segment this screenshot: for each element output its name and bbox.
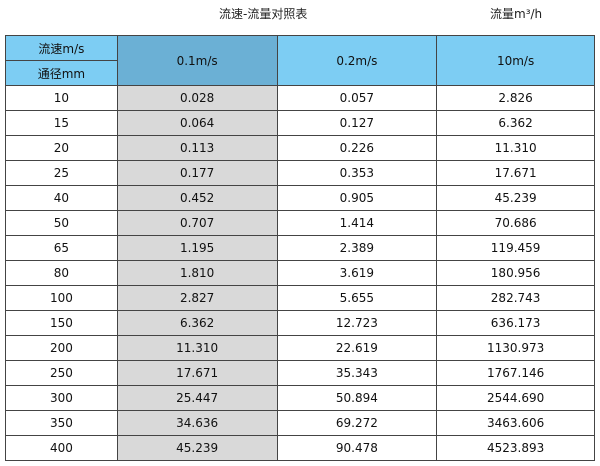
- flow-cell: 0.064: [116, 110, 278, 136]
- flow-cell: 12.723: [276, 310, 438, 336]
- flow-cell: 1.810: [116, 260, 278, 286]
- flow-cell: 119.459: [436, 235, 595, 261]
- diameter-cell: 200: [5, 335, 118, 361]
- flow-cell: 2544.690: [436, 385, 595, 411]
- flow-cell: 6.362: [116, 310, 278, 336]
- flow-cell: 0.905: [276, 185, 438, 211]
- table-row: 40 0.452 0.905 45.239: [5, 185, 595, 211]
- table-row: 350 34.636 69.272 3463.606: [5, 410, 595, 436]
- flow-cell: 3463.606: [436, 410, 595, 436]
- flow-cell: 6.362: [436, 110, 595, 136]
- velocity-header: 流速m/s: [5, 35, 118, 61]
- flow-cell: 17.671: [436, 160, 595, 186]
- flow-cell: 2.827: [116, 285, 278, 311]
- flow-cell: 180.956: [436, 260, 595, 286]
- diameter-cell: 400: [5, 435, 118, 461]
- flow-table: 流速m/s 0.1m/s 0.2m/s 10m/s 通径mm 10 0.028 0.…: [5, 35, 595, 461]
- diameter-cell: 150: [5, 310, 118, 336]
- flow-cell: 1767.146: [436, 360, 595, 386]
- table-row: 400 45.239 90.478 4523.893: [5, 435, 595, 461]
- diameter-cell: 65: [5, 235, 118, 261]
- diameter-cell: 100: [5, 285, 118, 311]
- flow-cell: 0.177: [116, 160, 278, 186]
- diameter-cell: 300: [5, 385, 118, 411]
- flow-cell: 90.478: [276, 435, 438, 461]
- table-body: 10 0.028 0.057 2.826 15 0.064 0.127 6.362 20 0.11…: [5, 85, 595, 461]
- flow-cell: 0.057: [276, 85, 438, 111]
- diameter-cell: 50: [5, 210, 118, 236]
- flow-cell: 0.707: [116, 210, 278, 236]
- diameter-cell: 10: [5, 85, 118, 111]
- flow-cell: 17.671: [116, 360, 278, 386]
- flow-cell: 0.452: [116, 185, 278, 211]
- table-row: 15 0.064 0.127 6.362: [5, 110, 595, 136]
- column-header: 0.2m/s: [276, 35, 438, 86]
- table-row: 250 17.671 35.343 1767.146: [5, 360, 595, 386]
- flow-cell: 0.113: [116, 135, 278, 161]
- table-title: 流速-流量对照表: [219, 7, 308, 21]
- table-row: 100 2.827 5.655 282.743: [5, 285, 595, 311]
- column-header: 10m/s: [436, 35, 595, 86]
- table-row: 50 0.707 1.414 70.686: [5, 210, 595, 236]
- table-row: 25 0.177 0.353 17.671: [5, 160, 595, 186]
- diameter-cell: 80: [5, 260, 118, 286]
- flow-cell: 70.686: [436, 210, 595, 236]
- diameter-cell: 40: [5, 185, 118, 211]
- diameter-cell: 25: [5, 160, 118, 186]
- column-header: 0.1m/s: [116, 35, 278, 86]
- flow-cell: 282.743: [436, 285, 595, 311]
- diameter-cell: 15: [5, 110, 118, 136]
- flow-cell: 5.655: [276, 285, 438, 311]
- flow-cell: 3.619: [276, 260, 438, 286]
- flow-cell: 0.226: [276, 135, 438, 161]
- flow-cell: 1.414: [276, 210, 438, 236]
- flow-cell: 0.353: [276, 160, 438, 186]
- flow-cell: 11.310: [436, 135, 595, 161]
- flow-cell: 4523.893: [436, 435, 595, 461]
- table-row: 10 0.028 0.057 2.826: [5, 85, 595, 111]
- flow-cell: 50.894: [276, 385, 438, 411]
- flow-cell: 0.028: [116, 85, 278, 111]
- table-row: 20 0.113 0.226 11.310: [5, 135, 595, 161]
- flow-cell: 636.173: [436, 310, 595, 336]
- diameter-cell: 250: [5, 360, 118, 386]
- flow-cell: 35.343: [276, 360, 438, 386]
- diameter-header: 通径mm: [5, 60, 118, 86]
- flow-cell: 2.389: [276, 235, 438, 261]
- table-row: 150 6.362 12.723 636.173: [5, 310, 595, 336]
- flow-cell: 11.310: [116, 335, 278, 361]
- flow-cell: 45.239: [436, 185, 595, 211]
- flow-cell: 2.826: [436, 85, 595, 111]
- table-row: 65 1.195 2.389 119.459: [5, 235, 595, 261]
- flow-cell: 1.195: [116, 235, 278, 261]
- flow-cell: 0.127: [276, 110, 438, 136]
- flow-cell: 25.447: [116, 385, 278, 411]
- table-row: 80 1.810 3.619 180.956: [5, 260, 595, 286]
- flow-cell: 69.272: [276, 410, 438, 436]
- table-row: 200 11.310 22.619 1130.973: [5, 335, 595, 361]
- diameter-cell: 20: [5, 135, 118, 161]
- flow-cell: 45.239: [116, 435, 278, 461]
- flow-cell: 34.636: [116, 410, 278, 436]
- flow-cell: 22.619: [276, 335, 438, 361]
- diameter-cell: 350: [5, 410, 118, 436]
- table-row: 300 25.447 50.894 2544.690: [5, 385, 595, 411]
- flow-cell: 1130.973: [436, 335, 595, 361]
- unit-label: 流量m³/h: [490, 7, 543, 21]
